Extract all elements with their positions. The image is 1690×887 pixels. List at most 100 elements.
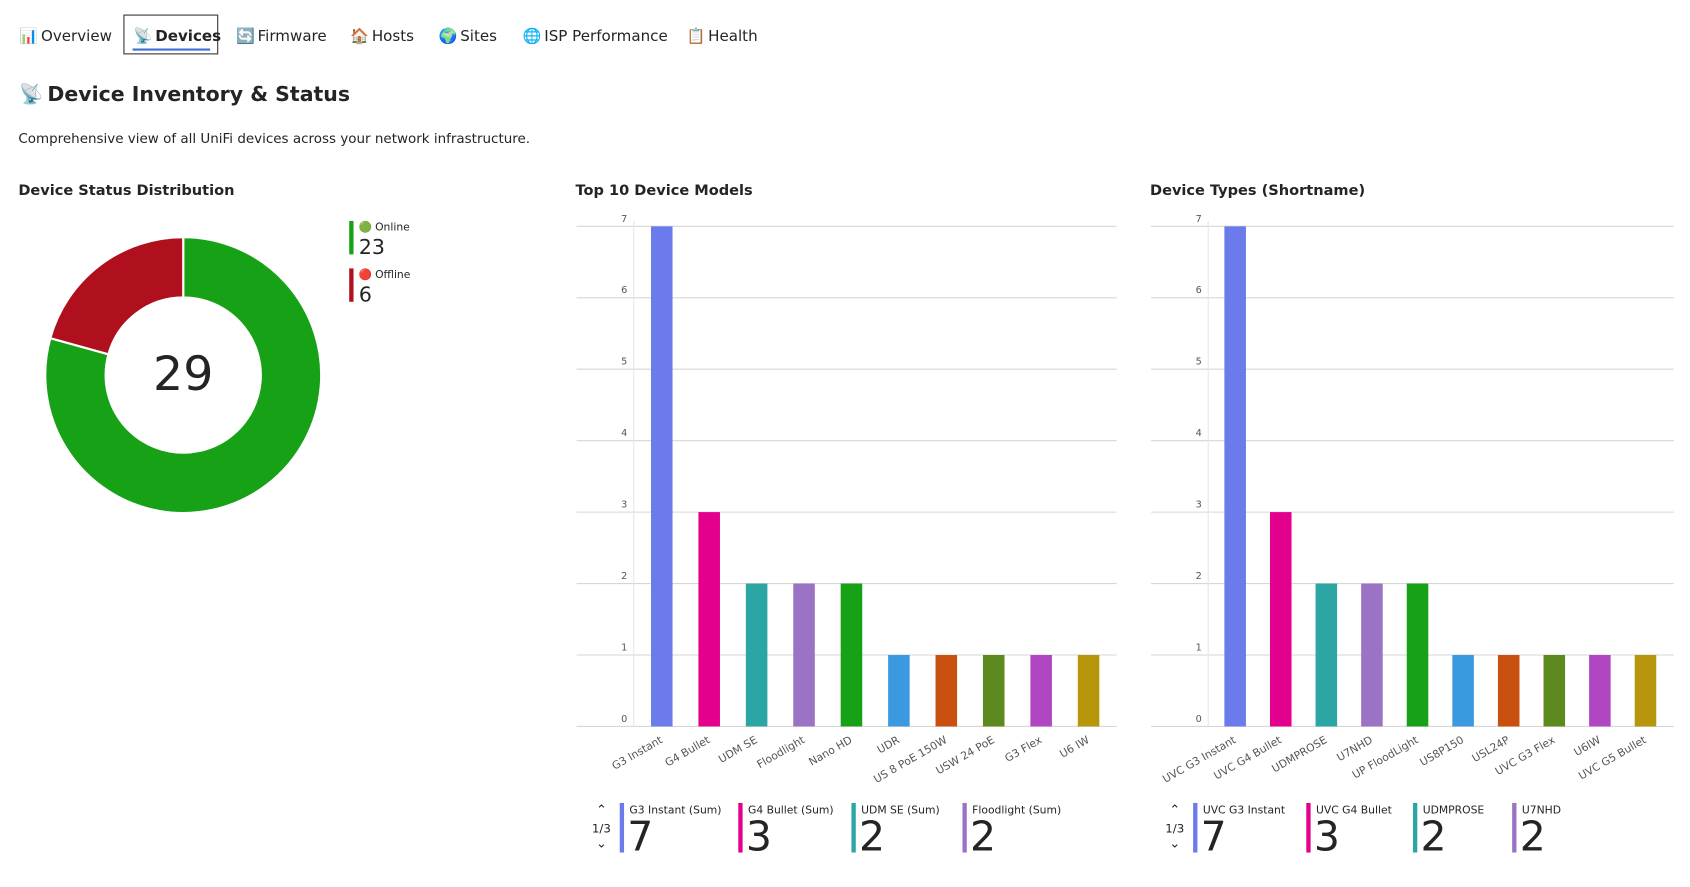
donut-total: 29 [153,347,213,402]
legend-swatch [1306,802,1311,853]
tab[interactable]: Sites [460,27,497,45]
legend-value: 23 [359,235,385,259]
y-tick-label: 2 [621,571,627,582]
active-tab-box [123,14,219,55]
tab[interactable]: Health [708,27,758,45]
tab-icon: 📊 [19,27,38,45]
tab-icon: 🏠 [350,27,369,45]
pager-down[interactable]: ⌄ [1169,836,1180,851]
pager-down[interactable]: ⌄ [596,836,607,851]
legend-icon: 🟢 [359,220,372,233]
pager-up[interactable]: ⌃ [596,803,607,818]
tab[interactable]: ISP Performance [544,27,667,45]
bar [1497,654,1520,727]
legend-label: Offline [375,268,411,281]
bar [650,226,673,727]
legend-icon: 🔴 [359,268,372,281]
legend-swatch [738,802,743,853]
x-tick-label: US8P150 [1418,733,1467,769]
x-tick-label: G4 Bullet [663,733,713,769]
pager-up[interactable]: ⌃ [1169,803,1180,818]
bar [840,583,863,727]
legend-swatch [1412,802,1418,853]
y-tick-label: 4 [1196,428,1202,439]
bar [1361,583,1383,727]
y-tick-label: 5 [621,357,627,368]
y-tick-label: 0 [1196,714,1202,725]
chart-title: Device Types (Shortname) [1150,182,1365,199]
pager-text: 1/3 [1165,821,1184,835]
bar [793,583,815,727]
legend-value: 2 [1421,813,1447,861]
page-title: Device Inventory & Status [47,82,350,106]
y-tick-label: 2 [1196,571,1202,582]
x-tick-label: U6 IW [1057,733,1091,760]
x-tick-label: G3 Flex [1002,733,1044,765]
legend-label: UDM SE (Sum) [861,804,939,817]
y-tick-label: 3 [1196,500,1202,511]
bar [1543,654,1566,727]
legend-value: 2 [970,813,996,861]
bar [935,654,958,727]
tab-icon: 🌍 [439,27,458,45]
chart-title: Device Status Distribution [18,182,234,199]
bar [982,654,1005,727]
legend-value: 7 [627,813,653,861]
x-tick-label: U6IW [1572,733,1604,759]
legend-label: UVC G3 Instant [1203,804,1285,817]
bar [1315,583,1338,727]
legend-swatch [349,268,354,302]
tab[interactable]: Hosts [372,27,414,45]
x-tick-label: UDR [875,733,902,756]
legend-label: G3 Instant (Sum) [629,804,721,817]
y-tick-label: 1 [1196,642,1202,653]
y-tick-label: 6 [1196,285,1202,296]
bar [1224,226,1246,727]
legend-value: 2 [1520,813,1546,861]
y-tick-label: 0 [621,714,627,725]
y-tick-label: 7 [1196,214,1202,225]
donut-slice [44,236,323,515]
y-tick-label: 3 [621,500,627,511]
y-tick-label: 6 [621,285,627,296]
bar [745,583,768,727]
legend-swatch [1193,802,1198,853]
bar [698,512,720,727]
x-tick-label: UDM SE [716,733,759,766]
y-tick-label: 1 [621,642,627,653]
tab-bar: 📊 Overview 📡 Devices 🔄 Firmware 🏠 Hosts 🌍 Sites 🌐 I… [19,14,758,55]
tab-icon: 🌐 [523,27,542,45]
title-icon: 📡 [19,81,43,105]
tab-icon: 📋 [687,27,706,45]
legend-label: Online [375,220,410,233]
legend-value: 2 [859,813,885,861]
y-tick-label: 7 [621,214,627,225]
tab[interactable]: Overview [41,27,112,45]
legend-label: Floodlight (Sum) [972,804,1061,817]
description: Comprehensive view of all UniFi devices … [18,131,530,147]
tab-icon: 📡 [134,26,153,45]
legend-swatch [349,220,354,255]
x-tick-label: UVC G3 Instant [1160,733,1238,785]
legend-swatch [1512,802,1517,853]
bar [1634,654,1657,727]
pager-text: 1/3 [592,821,611,835]
legend-swatch [962,802,967,853]
bar [1030,654,1052,727]
bar [1077,654,1100,727]
legend-value: 7 [1201,813,1227,861]
legend-value: 3 [746,813,772,861]
legend-value: 6 [359,282,372,306]
tab[interactable]: Devices [155,27,221,45]
legend-label: UDMPROSE [1423,804,1485,817]
bar [888,654,910,727]
legend-swatch [851,802,856,853]
legend-swatch [619,802,625,853]
x-tick-label: Floodlight [755,733,807,771]
x-tick-label: G3 Instant [610,733,665,772]
tab[interactable]: Firmware [258,27,327,45]
y-tick-label: 5 [1196,357,1202,368]
x-tick-label: Nano HD [807,733,855,768]
